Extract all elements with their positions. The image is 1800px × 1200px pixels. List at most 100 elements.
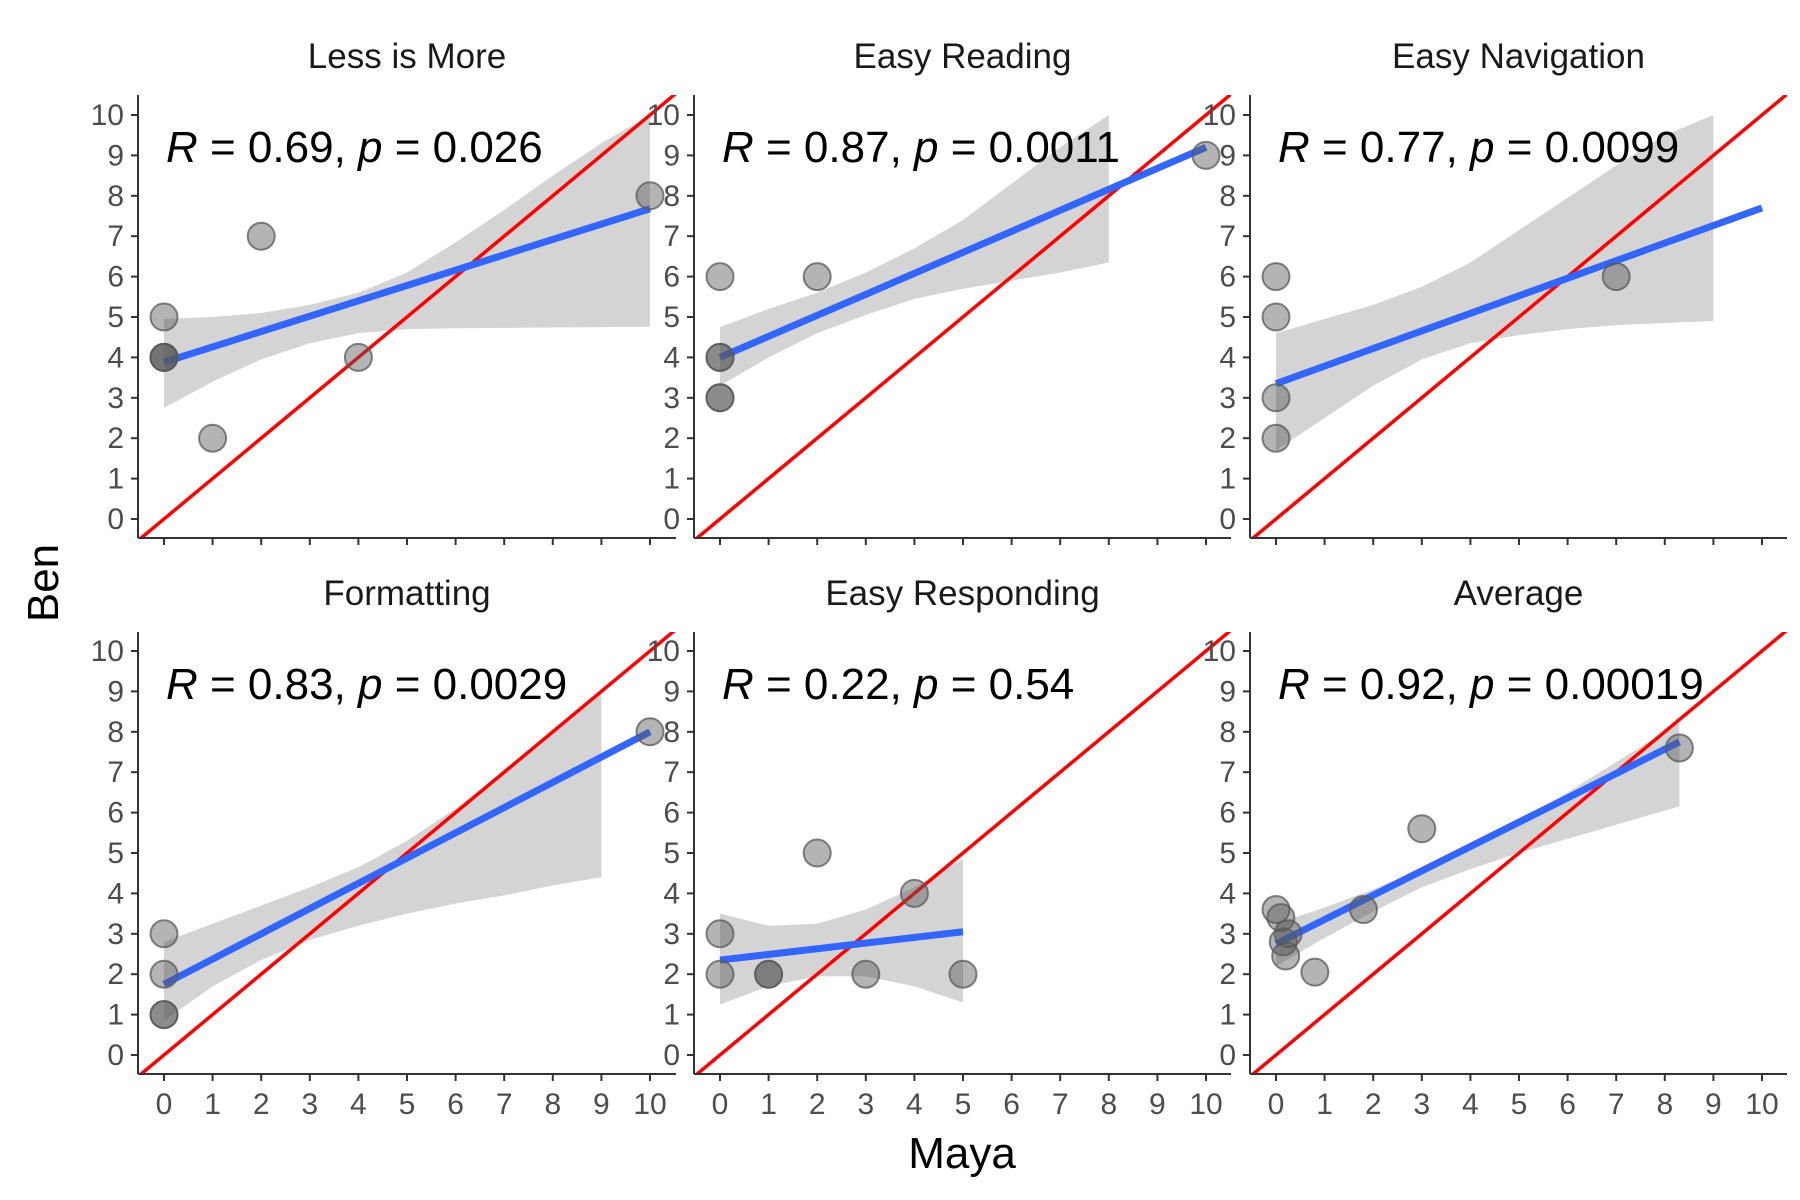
- y-tick-label: 6: [663, 797, 680, 830]
- y-tick-label: 0: [1219, 1039, 1236, 1072]
- correlation-annotation: R = 0.77, p = 0.0099: [1278, 123, 1679, 172]
- y-tick-label: 4: [1219, 341, 1236, 374]
- x-tick-label: 2: [809, 1088, 826, 1121]
- data-point: [948, 959, 978, 989]
- x-tick-label: 4: [1462, 1088, 1479, 1121]
- panel-title: Less is More: [308, 37, 506, 76]
- x-tick-label: 2: [253, 1088, 270, 1121]
- y-tick-label: 3: [107, 918, 124, 951]
- stat-symbol: R: [722, 660, 754, 709]
- data-point: [149, 1000, 179, 1030]
- y-tick-label: 3: [663, 918, 680, 951]
- y-tick-label: 1: [663, 999, 680, 1032]
- stat-value: = 0.77,: [1310, 123, 1470, 172]
- data-point: [246, 221, 276, 251]
- y-tick-label: 8: [107, 716, 124, 749]
- stat-symbol: p: [356, 660, 382, 709]
- identity-line: [138, 632, 676, 1074]
- x-tick-label: 3: [301, 1088, 318, 1121]
- x-tick-label: 0: [712, 1088, 729, 1121]
- x-tick-label: 5: [1511, 1088, 1528, 1121]
- y-tick-label: 6: [107, 261, 124, 294]
- x-tick-label: 9: [1705, 1088, 1722, 1121]
- y-tick-label: 3: [663, 382, 680, 415]
- y-tick-label: 4: [107, 877, 124, 910]
- data-point: [1407, 814, 1437, 844]
- data-point: [1261, 262, 1291, 292]
- y-tick-label: 3: [107, 382, 124, 415]
- y-tick-label: 3: [1219, 382, 1236, 415]
- y-tick-label: 10: [1203, 635, 1236, 668]
- data-point: [1348, 895, 1378, 925]
- x-tick-label: 3: [1413, 1088, 1430, 1121]
- x-tick-label: 7: [496, 1088, 513, 1121]
- y-tick-label: 8: [663, 180, 680, 213]
- stat-symbol: R: [722, 123, 754, 172]
- stat-symbol: R: [166, 660, 198, 709]
- panel-3: Easy Navigation 0 1 2 3 4 5 6 7 8 9 10 R = 0.77, p =…: [1203, 37, 1787, 545]
- x-tick-label: 4: [906, 1088, 923, 1121]
- y-tick-label: 2: [107, 422, 124, 455]
- y-tick-label: 0: [107, 1039, 124, 1072]
- x-tick-label: 9: [593, 1088, 610, 1121]
- stat-value: = 0.0099: [1495, 123, 1680, 172]
- data-point: [1300, 957, 1330, 987]
- y-tick-label: 5: [1219, 837, 1236, 870]
- x-axis-title: Maya: [908, 1129, 1016, 1178]
- y-tick-label: 1: [663, 463, 680, 496]
- identity-line: [1250, 632, 1787, 1074]
- x-tick-label: 8: [544, 1088, 561, 1121]
- stat-symbol: p: [1468, 123, 1494, 172]
- x-tick-label: 10: [1745, 1088, 1778, 1121]
- stat-value: = 0.54: [939, 660, 1075, 709]
- y-tick-label: 9: [663, 139, 680, 172]
- regression-line: [1274, 738, 1681, 948]
- y-tick-label: 7: [663, 756, 680, 789]
- x-tick-label: 10: [1189, 1088, 1222, 1121]
- x-tick-label: 6: [1003, 1088, 1020, 1121]
- y-tick-label: 9: [1219, 675, 1236, 708]
- panel-1: Less is More 0 1 2 3 4 5 6 7 8 9 10 R = 0.69, p = 0.…: [91, 37, 676, 545]
- panel-title: Easy Navigation: [1392, 37, 1645, 76]
- panel-title: Average: [1454, 574, 1584, 613]
- y-tick-label: 6: [1219, 797, 1236, 830]
- y-tick-label: 7: [1219, 220, 1236, 253]
- data-point: [754, 959, 784, 989]
- identity-line: [694, 95, 1231, 538]
- panel-title: Easy Responding: [825, 574, 1099, 613]
- y-tick-label: 4: [107, 341, 124, 374]
- y-tick-label: 4: [663, 877, 680, 910]
- data-point: [1261, 383, 1291, 413]
- y-axis-title: Ben: [19, 544, 68, 622]
- confidence-band: [1276, 115, 1714, 451]
- x-tick-label: 7: [1052, 1088, 1069, 1121]
- regression-line: [718, 144, 1208, 361]
- y-tick-label: 8: [663, 716, 680, 749]
- data-point: [149, 959, 179, 989]
- y-tick-label: 1: [1219, 999, 1236, 1032]
- confidence-band: [164, 691, 602, 1021]
- plot-area: [138, 95, 676, 538]
- regression-line: [1274, 204, 1764, 387]
- x-tick-label: 8: [1100, 1088, 1117, 1121]
- x-tick-label: 5: [955, 1088, 972, 1121]
- y-tick-label: 7: [663, 220, 680, 253]
- y-tick-label: 7: [107, 220, 124, 253]
- y-tick-label: 10: [91, 635, 124, 668]
- y-tick-label: 7: [1219, 756, 1236, 789]
- confidence-band: [720, 859, 963, 1005]
- x-tick-label: 1: [1316, 1088, 1333, 1121]
- data-point: [1191, 140, 1221, 170]
- x-tick-label: 8: [1656, 1088, 1673, 1121]
- panel-2: Easy Reading 0 1 2 3 4 5 6 7 8 9 10 R = 0.87, p = 0.…: [647, 37, 1231, 545]
- y-tick-label: 10: [647, 635, 680, 668]
- y-tick-label: 2: [107, 958, 124, 991]
- y-tick-label: 0: [663, 503, 680, 536]
- y-tick-label: 1: [107, 999, 124, 1032]
- plot-area: [1250, 95, 1787, 538]
- y-tick-label: 10: [91, 99, 124, 132]
